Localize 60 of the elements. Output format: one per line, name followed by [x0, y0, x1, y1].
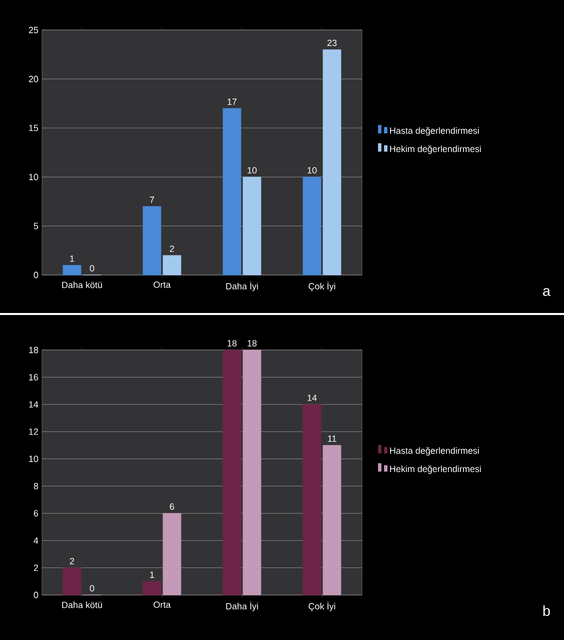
y-tick-label: 8 [34, 482, 38, 490]
bar [162, 255, 182, 276]
bar [242, 176, 262, 276]
y-tick-label: 0 [34, 592, 38, 598]
y-tick-label: 20 [28, 76, 38, 82]
x-tick-label: Daha kötü [62, 282, 102, 288]
data-label: 14 [308, 394, 317, 401]
y-tick-label: 18 [29, 346, 38, 354]
y-tick-label: 12 [29, 428, 38, 435]
x-tick-label: Orta [154, 602, 171, 608]
data-label: 2 [170, 246, 174, 252]
y-tick-label: 10 [29, 174, 38, 180]
x-tick-label: Çok İyi [308, 602, 336, 612]
y-tick-label: 2 [34, 564, 38, 571]
x-tick-label: Çok İyi [308, 282, 336, 292]
x-tick-label: Daha İyi [226, 602, 258, 612]
data-label: 0 [90, 585, 94, 592]
legend-label: Hasta değerlendirmesi [390, 447, 479, 456]
y-tick-label: 15 [29, 124, 38, 132]
x-tick-label: Daha kötü [62, 602, 102, 608]
bar [222, 108, 242, 276]
legend-label: Hekim değerlendirmesi [390, 465, 481, 474]
y-tick-label: 0 [34, 272, 38, 278]
data-label: 18 [248, 340, 257, 346]
text: b [543, 605, 550, 616]
legend-label: Hasta değerlendirmesi [390, 127, 479, 136]
bar [322, 445, 342, 596]
text: a [543, 288, 550, 296]
y-tick-label: 5 [34, 222, 38, 230]
data-label: 1 [70, 255, 74, 262]
bar [242, 350, 262, 596]
data-label: 6 [170, 503, 174, 510]
data-label: 11 [328, 436, 336, 442]
y-tick-label: 14 [29, 401, 38, 408]
data-label: 18 [228, 340, 237, 346]
data-label: 7 [150, 196, 154, 203]
bar [62, 265, 82, 276]
bar [142, 581, 162, 596]
y-tick-label: 10 [29, 456, 38, 462]
y-tick-label: 16 [29, 374, 38, 380]
data-label: 1 [150, 572, 154, 578]
bar [142, 206, 162, 276]
x-tick-label: Daha İyi [226, 282, 258, 292]
data-label: 23 [327, 40, 337, 46]
y-tick-label: 4 [34, 537, 38, 544]
bar [302, 404, 322, 596]
legend-label: Hekim değerlendirmesi [390, 145, 481, 154]
data-label: 17 [228, 98, 237, 105]
bar [222, 350, 242, 596]
bar [162, 513, 182, 596]
bar [62, 568, 82, 596]
data-label: 10 [308, 167, 317, 174]
data-label: 0 [90, 265, 94, 272]
bar [322, 49, 342, 276]
data-label: 10 [248, 167, 257, 174]
bar [302, 176, 322, 276]
x-tick-label: Orta [154, 282, 171, 288]
y-tick-label: 25 [28, 26, 38, 34]
y-tick-label: 6 [34, 510, 38, 517]
data-label: 2 [70, 558, 74, 564]
